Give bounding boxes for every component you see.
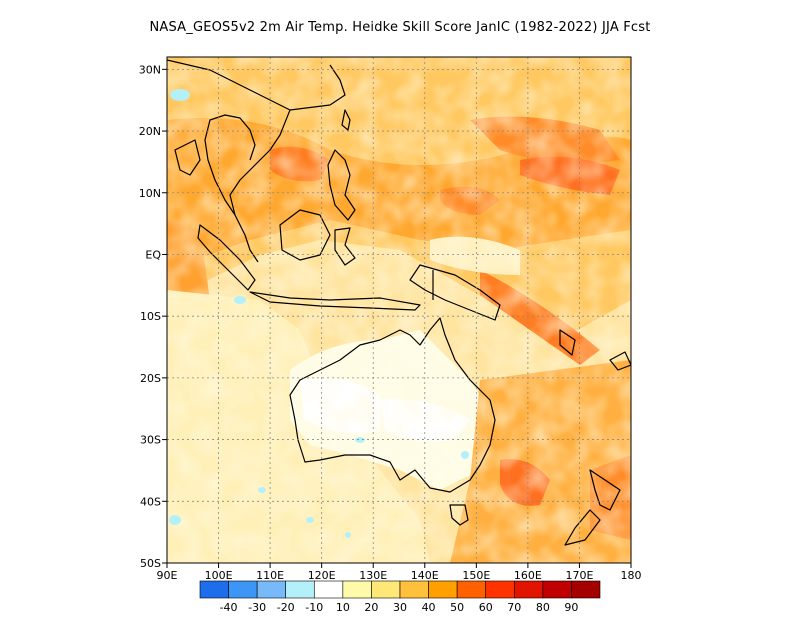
colorbar-swatch [571, 580, 601, 599]
colorbar-swatch [371, 580, 401, 599]
colorbar-swatch [256, 580, 287, 599]
lat-tick-label: 30S [140, 434, 161, 447]
colorbar-label: 10 [336, 601, 350, 614]
colorbar-label: 80 [536, 601, 550, 614]
lon-tick-label: 130E [359, 569, 387, 582]
colorbar-swatch [399, 580, 429, 599]
lat-tick-label: 10S [140, 310, 161, 323]
lon-tick-label: 170E [565, 569, 593, 582]
lat-tick-label: 30N [139, 63, 161, 76]
lon-tick-label: 90E [157, 569, 178, 582]
lat-tick-label: 10N [139, 187, 161, 200]
colorbar-label: 90 [564, 601, 578, 614]
lat-tick-label: 20N [139, 125, 161, 138]
colorbar: -40 -30 -20 -10 10 20 30 40 50 60 70 80 90 [199, 580, 601, 614]
lat-tick-label: 40S [140, 495, 161, 508]
lon-tick-label: 110E [256, 569, 284, 582]
gridlines [167, 57, 631, 563]
colorbar-swatch [428, 580, 458, 599]
colorbar-swatch [542, 580, 572, 599]
colorbar-label: 60 [479, 601, 493, 614]
colorbar-label: 20 [364, 601, 378, 614]
longitude-axis: 90E 100E 110E 120E 130E 140E 150E 160E 170E 180 [157, 563, 642, 582]
chart-title: NASA_GEOS5v2 2m Air Temp. Heidke Skill S… [149, 20, 651, 35]
latitude-axis: 30N 20N 10N EQ 10S 20S 30S 40S 50S [139, 63, 167, 570]
colorbar-label: -40 [220, 601, 238, 614]
colorbar-swatch [228, 580, 258, 599]
lat-tick-label: 50S [140, 557, 161, 570]
colorbar-swatch [199, 580, 229, 599]
shaded-field [167, 57, 631, 563]
colorbar-swatch [513, 580, 544, 599]
lon-tick-label: 100E [205, 569, 233, 582]
plot-frame [166, 56, 632, 564]
colorbar-swatch [342, 580, 372, 599]
lon-tick-label: 150E [462, 569, 490, 582]
lon-tick-label: 180 [621, 569, 642, 582]
colorbar-swatch [485, 580, 515, 599]
colorbar-label: 50 [450, 601, 464, 614]
colorbar-label: 70 [507, 601, 521, 614]
colorbar-label: -20 [277, 601, 295, 614]
lon-tick-label: 160E [514, 569, 542, 582]
coastlines [167, 59, 631, 546]
lat-tick-label: EQ [145, 248, 161, 261]
colorbar-swatch [456, 580, 487, 599]
colorbar-label: -30 [248, 601, 266, 614]
lon-tick-label: 140E [411, 569, 439, 582]
colorbar-label: -10 [305, 601, 323, 614]
lon-tick-label: 120E [308, 569, 336, 582]
colorbar-swatch [313, 580, 344, 599]
colorbar-label: 30 [393, 601, 407, 614]
lat-tick-label: 20S [140, 372, 161, 385]
colorbar-label: 40 [422, 601, 436, 614]
colorbar-swatch [285, 580, 315, 599]
